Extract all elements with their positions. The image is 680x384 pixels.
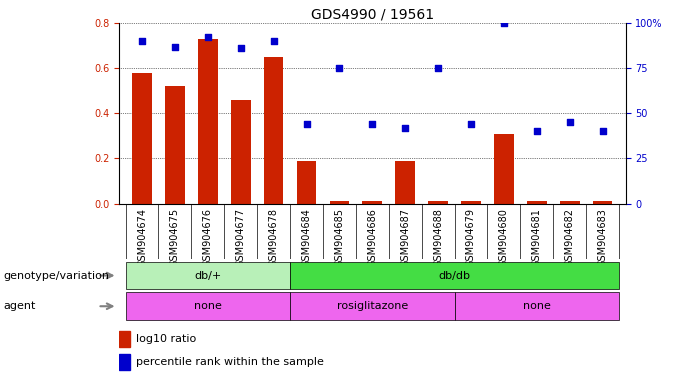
Text: GSM904677: GSM904677 xyxy=(236,208,245,267)
Text: GSM904678: GSM904678 xyxy=(269,208,279,267)
Bar xyxy=(395,161,415,204)
Text: db/db: db/db xyxy=(439,270,471,281)
Title: GDS4990 / 19561: GDS4990 / 19561 xyxy=(311,8,434,22)
Bar xyxy=(494,134,514,204)
Text: none: none xyxy=(194,301,222,311)
Bar xyxy=(165,86,185,204)
Bar xyxy=(296,161,316,204)
Text: GSM904687: GSM904687 xyxy=(401,208,410,267)
Bar xyxy=(290,293,454,320)
Text: GSM904686: GSM904686 xyxy=(367,208,377,267)
Point xyxy=(334,65,345,71)
Bar xyxy=(527,201,547,204)
Bar xyxy=(119,331,130,347)
Text: GSM904682: GSM904682 xyxy=(564,208,575,267)
Text: rosiglitazone: rosiglitazone xyxy=(337,301,408,311)
Bar xyxy=(126,293,290,320)
Bar xyxy=(126,262,290,290)
Point xyxy=(531,128,542,134)
Bar xyxy=(362,201,382,204)
Text: none: none xyxy=(523,301,551,311)
Point xyxy=(466,121,477,127)
Bar xyxy=(593,201,613,204)
Bar xyxy=(290,262,619,290)
Text: GSM904681: GSM904681 xyxy=(532,208,542,267)
Point xyxy=(301,121,312,127)
Text: GSM904674: GSM904674 xyxy=(137,208,147,267)
Text: agent: agent xyxy=(3,301,36,311)
Point xyxy=(367,121,378,127)
Bar xyxy=(198,39,218,204)
Text: GSM904675: GSM904675 xyxy=(170,208,180,267)
Point xyxy=(498,20,509,26)
Point xyxy=(564,119,575,126)
Text: db/+: db/+ xyxy=(194,270,222,281)
Bar xyxy=(454,293,619,320)
Bar xyxy=(132,73,152,204)
Text: GSM904688: GSM904688 xyxy=(433,208,443,267)
Point xyxy=(400,125,411,131)
Point xyxy=(169,43,180,50)
Text: log10 ratio: log10 ratio xyxy=(136,334,196,344)
Bar xyxy=(231,100,251,204)
Text: GSM904683: GSM904683 xyxy=(598,208,607,267)
Bar xyxy=(560,201,579,204)
Text: GSM904684: GSM904684 xyxy=(301,208,311,267)
Point xyxy=(597,128,608,134)
Point xyxy=(268,38,279,44)
Text: GSM904676: GSM904676 xyxy=(203,208,213,267)
Text: GSM904679: GSM904679 xyxy=(466,208,476,267)
Bar xyxy=(428,201,448,204)
Point xyxy=(203,35,214,41)
Bar xyxy=(264,57,284,204)
Text: genotype/variation: genotype/variation xyxy=(3,270,109,281)
Bar xyxy=(461,201,481,204)
Text: GSM904685: GSM904685 xyxy=(335,208,344,267)
Bar xyxy=(330,201,350,204)
Point xyxy=(137,38,148,44)
Text: GSM904680: GSM904680 xyxy=(499,208,509,267)
Point xyxy=(235,45,246,51)
Bar xyxy=(119,354,130,370)
Text: percentile rank within the sample: percentile rank within the sample xyxy=(136,357,324,367)
Point xyxy=(432,65,443,71)
